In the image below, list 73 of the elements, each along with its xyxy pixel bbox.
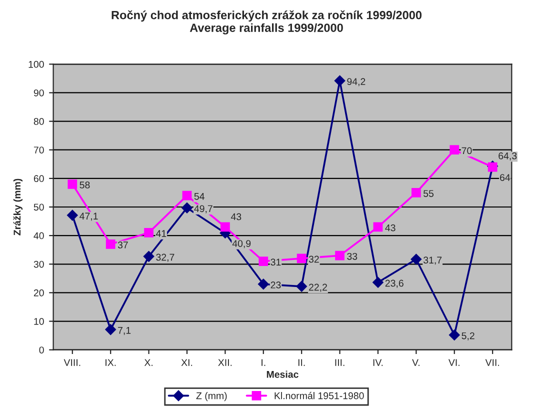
data-label: 49,7 [194,205,212,214]
data-label: 23 [270,282,281,288]
data-label: 94,2 [347,78,366,86]
point [68,179,78,189]
x-tick-label: VI. [448,359,460,366]
data-label: 58 [80,182,90,188]
point [144,228,154,238]
point [258,278,269,290]
x-tick-label: XII. [218,359,232,366]
y-tick-label: 10 [34,318,44,325]
data-label: 33 [347,252,358,260]
x-tick-label: I. [262,359,266,366]
y-tick-label: 50 [34,204,44,211]
data-label: 64,3 [498,152,517,160]
y-tick-label: 20 [34,289,44,296]
point [143,250,154,262]
x-tick-label: VII. [485,359,499,366]
data-label: 5,2 [462,332,474,340]
data-label: 55 [424,190,434,197]
data-label: 64 [500,174,510,181]
point [448,330,460,340]
point [410,254,422,265]
point [372,276,384,288]
data-label: 70 [462,147,472,154]
point [182,190,192,200]
x-tick-label: III. [335,359,344,366]
data-label: 41 [156,230,166,237]
legend-label: Kl.normál 1951-1980 [274,392,364,400]
y-tick-label: 0 [39,346,44,354]
x-tick-label: X. [144,359,152,366]
legend-label: Z (mm) [196,392,227,402]
data-label: 22,2 [309,284,327,292]
y-tick-label: 30 [34,260,44,268]
point [258,256,268,266]
y-axis-title: Zrážky (mm) [13,178,22,236]
x-tick-label: IV. [373,359,383,366]
point [296,254,306,264]
y-tick-label: 40 [34,232,44,240]
y-tick-label: 80 [34,118,44,125]
point [296,280,308,292]
x-tick-label: II. [298,359,305,366]
point [220,222,230,232]
x-tick-label: XI. [181,359,192,366]
data-label: 43 [230,213,242,220]
data-label: 32,7 [156,254,174,262]
data-label: 43 [385,224,396,232]
y-tick-label: 90 [34,89,44,96]
x-tick-label: VIII. [64,359,80,366]
data-label: 31,7 [424,256,442,265]
point [450,145,460,155]
point [105,324,116,335]
point [373,222,383,232]
data-label: 40,9 [232,240,251,248]
data-label: 32 [308,256,319,263]
x-tick-label: IX. [106,359,116,366]
point [106,239,116,249]
point [66,210,78,221]
point [182,202,192,214]
data-label: 54 [194,193,204,200]
point [334,75,346,86]
x-tick-label: V. [412,359,420,366]
data-label: 7,1 [118,327,131,335]
x-axis-title: Mesiac [266,370,298,378]
y-tick-label: 70 [34,146,44,154]
y-tick-label: 60 [34,175,44,182]
data-label: 23,6 [385,280,404,288]
data-label: 37 [118,242,128,248]
y-tick-label: 100 [28,60,44,68]
point [335,250,344,260]
point [412,188,421,198]
data-label: 31 [270,258,281,266]
data-label: 47,1 [80,212,98,221]
chart-title: Ročný chod atmosferických zrážok za ročník 1999/2000 Average rainfalls 1999/2000 [112,10,422,34]
